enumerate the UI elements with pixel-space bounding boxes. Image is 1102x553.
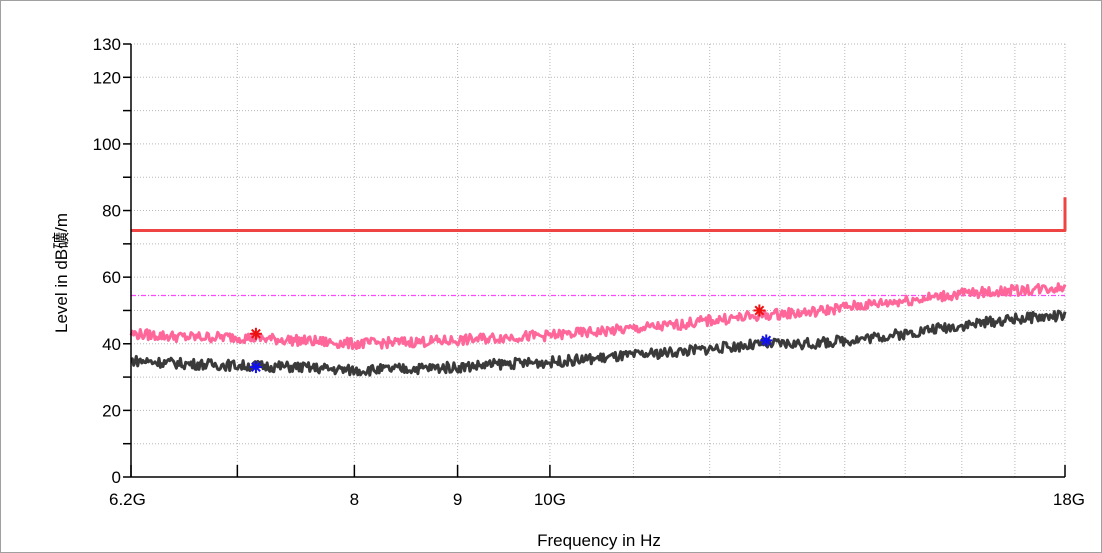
grid: [131, 43, 1066, 477]
y-tick-label: 60: [102, 268, 121, 287]
marker-stroke: [754, 305, 765, 316]
peak-marker: [249, 361, 262, 374]
series-trace-upper: [129, 282, 1067, 351]
x-tick-label: 8: [350, 490, 359, 509]
y-tick-label: 100: [93, 135, 121, 154]
marker-layer: [249, 304, 773, 374]
x-tick-label: 18G: [1053, 490, 1085, 509]
y-tick-label: 0: [112, 468, 121, 487]
x-tick-label: 6.2G: [109, 490, 146, 509]
y-axis-title: Level in dB礦/m: [52, 213, 71, 333]
series-trace-lower: [130, 309, 1067, 377]
x-tick-label: 10G: [534, 490, 566, 509]
marker-stroke: [251, 328, 261, 339]
y-tick-label: 80: [102, 202, 121, 221]
y-tick-label: 20: [102, 401, 121, 420]
peak-marker: [760, 334, 773, 347]
y-tick-label: 130: [93, 35, 121, 54]
series-layer: [129, 197, 1067, 377]
x-axis-title: Frequency in Hz: [537, 531, 661, 550]
y-tick-label: 120: [93, 68, 121, 87]
y-tick-label: 40: [102, 335, 121, 354]
series-limit: [131, 197, 1067, 232]
peak-marker: [753, 304, 766, 317]
marker-stroke: [251, 362, 261, 372]
marker-stroke: [761, 335, 772, 346]
x-tick-label: 9: [453, 490, 462, 509]
peak-marker: [249, 327, 262, 340]
axes: 0 20 40 60 80 100 120 130 6.2G 8 9 10G 18G: [93, 35, 1085, 509]
